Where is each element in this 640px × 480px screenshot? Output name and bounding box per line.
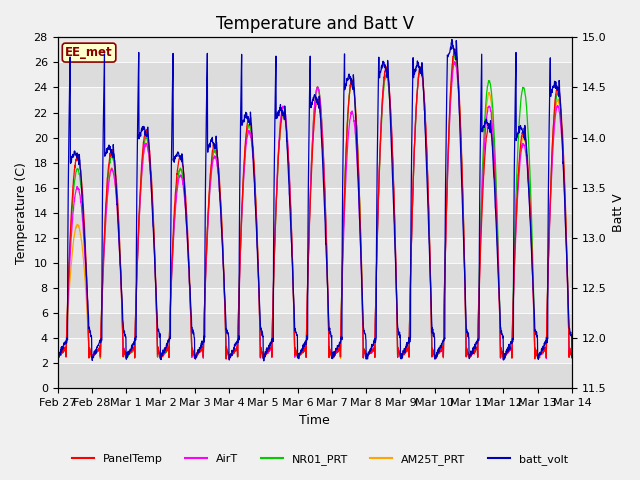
- Bar: [58, 112, 572, 138]
- Bar: [58, 313, 572, 338]
- Bar: [58, 363, 572, 388]
- Bar: [58, 37, 572, 62]
- Bar: [58, 138, 572, 163]
- Bar: [58, 263, 572, 288]
- Y-axis label: Temperature (C): Temperature (C): [15, 162, 28, 264]
- Bar: [58, 163, 572, 188]
- Bar: [58, 62, 572, 87]
- Y-axis label: Batt V: Batt V: [612, 193, 625, 232]
- Bar: [58, 213, 572, 238]
- Bar: [58, 87, 572, 112]
- Title: Temperature and Batt V: Temperature and Batt V: [216, 15, 414, 33]
- Text: EE_met: EE_met: [65, 46, 113, 59]
- Bar: [58, 238, 572, 263]
- X-axis label: Time: Time: [300, 414, 330, 427]
- Bar: [58, 338, 572, 363]
- Bar: [58, 188, 572, 213]
- Bar: [58, 288, 572, 313]
- Legend: PanelTemp, AirT, NR01_PRT, AM25T_PRT, batt_volt: PanelTemp, AirT, NR01_PRT, AM25T_PRT, ba…: [68, 450, 572, 469]
